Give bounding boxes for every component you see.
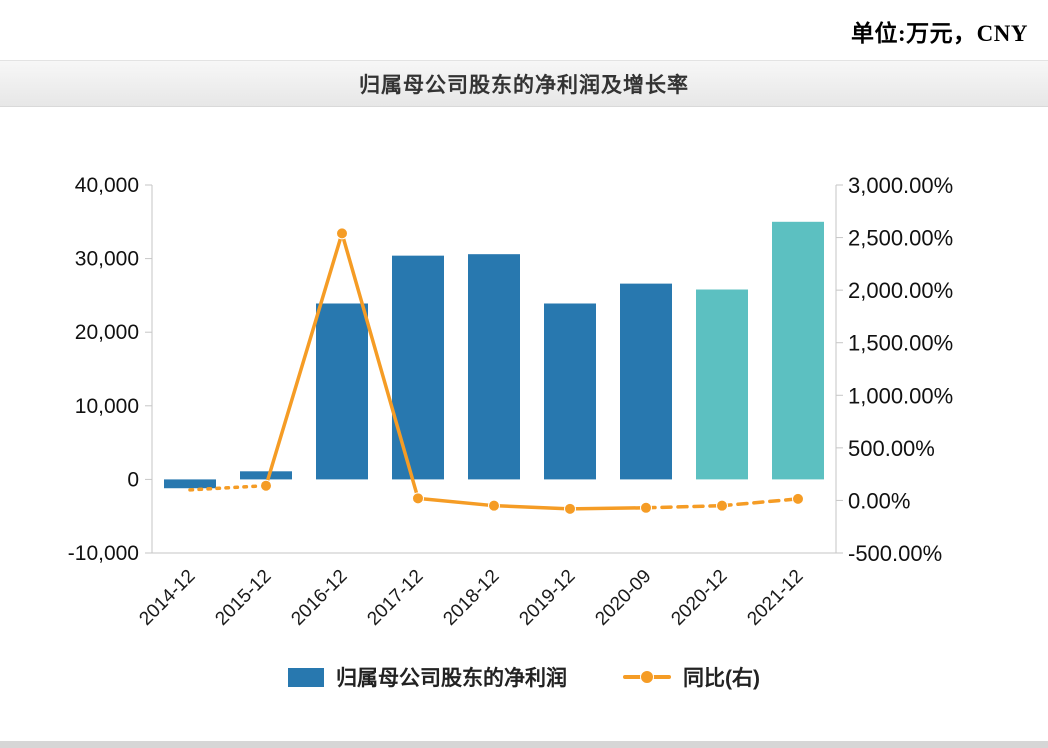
svg-text:2017-12: 2017-12 [363, 566, 427, 630]
legend-item-yoy: 同比(右) [623, 662, 760, 692]
panel-header: 归属母公司股东的净利润及增长率 [0, 61, 1048, 107]
chart-panel: 归属母公司股东的净利润及增长率 40,000 30,000 20,000 10,000… [0, 60, 1048, 743]
svg-text:2014-12: 2014-12 [135, 566, 199, 630]
legend-line-dot [640, 670, 654, 684]
svg-text:2021-12: 2021-12 [743, 566, 807, 630]
svg-text:2016-12: 2016-12 [287, 566, 351, 630]
svg-text:2020-09: 2020-09 [591, 566, 655, 630]
svg-text:2,500.00%: 2,500.00% [848, 226, 953, 251]
svg-text:10,000: 10,000 [75, 395, 139, 418]
combo-chart-svg: 40,000 30,000 20,000 10,000 0 -10,000 3,000.00… [68, 173, 953, 630]
svg-text:30,000: 30,000 [75, 248, 139, 271]
svg-text:0.00%: 0.00% [848, 488, 910, 513]
legend-label-net-profit: 归属母公司股东的净利润 [336, 667, 567, 690]
svg-text:2015-12: 2015-12 [211, 566, 275, 630]
svg-text:0: 0 [127, 468, 139, 491]
legend-line-marker [623, 670, 671, 684]
svg-text:-500.00%: -500.00% [848, 541, 942, 566]
chart-legend: 归属母公司股东的净利润 同比(右) [0, 662, 1048, 692]
bottom-bar [0, 741, 1048, 748]
svg-text:-10,000: -10,000 [68, 542, 139, 565]
legend-item-net-profit: 归属母公司股东的净利润 [288, 662, 567, 692]
legend-bar-swatch [288, 667, 324, 687]
line-layer [188, 227, 804, 515]
svg-text:1,000.00%: 1,000.00% [848, 383, 953, 408]
chart-title: 归属母公司股东的净利润及增长率 [359, 73, 689, 97]
unit-note: 单位:万元，CNY [851, 21, 1028, 46]
svg-text:2018-12: 2018-12 [439, 566, 503, 630]
svg-text:20,000: 20,000 [75, 321, 139, 344]
legend-label-yoy: 同比(右) [683, 667, 760, 690]
bars-layer [164, 221, 824, 489]
svg-text:3,000.00%: 3,000.00% [848, 173, 953, 198]
svg-text:2020-12: 2020-12 [667, 566, 731, 630]
svg-text:1,500.00%: 1,500.00% [848, 331, 953, 356]
svg-text:2,000.00%: 2,000.00% [848, 278, 953, 303]
svg-text:40,000: 40,000 [75, 174, 139, 197]
svg-text:2019-12: 2019-12 [515, 566, 579, 630]
svg-text:500.00%: 500.00% [848, 436, 935, 461]
